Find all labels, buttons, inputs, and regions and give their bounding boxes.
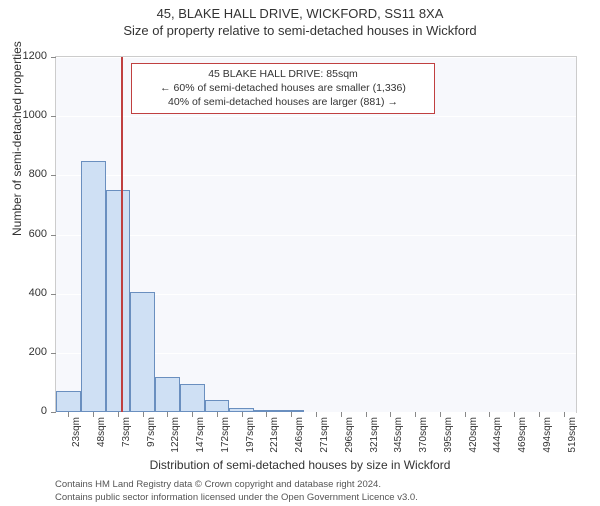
ytick-mark	[51, 294, 56, 295]
footer-line-1: Contains HM Land Registry data © Crown c…	[55, 479, 418, 491]
xtick-mark	[366, 412, 367, 417]
footer-line-2: Contains public sector information licen…	[55, 492, 418, 504]
gridline	[56, 235, 576, 236]
xtick-label: 494sqm	[542, 417, 553, 453]
xtick-label: 296sqm	[344, 417, 355, 453]
xtick-label: 370sqm	[418, 417, 429, 453]
histogram-bar	[130, 292, 155, 412]
xtick-label: 97sqm	[146, 417, 157, 447]
ytick-mark	[51, 412, 56, 413]
xtick-label: 221sqm	[269, 417, 280, 453]
ytick-label: 800	[7, 168, 47, 180]
xtick-mark	[316, 412, 317, 417]
x-axis-label: Distribution of semi-detached houses by …	[0, 458, 600, 472]
ytick-mark	[51, 235, 56, 236]
chart-area: 23sqm48sqm73sqm97sqm122sqm147sqm172sqm19…	[55, 56, 575, 411]
xtick-mark	[68, 412, 69, 417]
xtick-mark	[143, 412, 144, 417]
gridline	[56, 57, 576, 58]
histogram-bar	[155, 377, 180, 413]
xtick-label: 469sqm	[517, 417, 528, 453]
xtick-label: 172sqm	[220, 417, 231, 453]
xtick-mark	[390, 412, 391, 417]
xtick-mark	[118, 412, 119, 417]
xtick-label: 519sqm	[567, 417, 578, 453]
ytick-label: 600	[7, 228, 47, 240]
annotation-line: 45 BLAKE HALL DRIVE: 85sqm	[138, 67, 428, 81]
xtick-mark	[514, 412, 515, 417]
xtick-mark	[93, 412, 94, 417]
ytick-label: 400	[7, 287, 47, 299]
annotation-line: ← 60% of semi-detached houses are smalle…	[138, 81, 428, 95]
histogram-bar	[106, 190, 131, 412]
annotation-line: 40% of semi-detached houses are larger (…	[138, 95, 428, 109]
xtick-mark	[489, 412, 490, 417]
chart-title-sub: Size of property relative to semi-detach…	[0, 23, 600, 38]
xtick-mark	[564, 412, 565, 417]
gridline	[56, 116, 576, 117]
xtick-label: 23sqm	[71, 417, 82, 447]
xtick-mark	[415, 412, 416, 417]
xtick-label: 147sqm	[195, 417, 206, 453]
xtick-mark	[341, 412, 342, 417]
xtick-mark	[440, 412, 441, 417]
xtick-label: 48sqm	[96, 417, 107, 447]
ytick-mark	[51, 116, 56, 117]
histogram-bar	[180, 384, 205, 412]
xtick-label: 395sqm	[443, 417, 454, 453]
xtick-label: 271sqm	[319, 417, 330, 453]
ytick-mark	[51, 353, 56, 354]
ytick-label: 0	[7, 405, 47, 417]
xtick-mark	[266, 412, 267, 417]
y-axis-label: Number of semi-detached properties	[10, 41, 24, 236]
property-annotation: 45 BLAKE HALL DRIVE: 85sqm← 60% of semi-…	[131, 63, 435, 114]
xtick-mark	[192, 412, 193, 417]
xtick-label: 73sqm	[121, 417, 132, 447]
ytick-label: 1200	[7, 50, 47, 62]
ytick-mark	[51, 57, 56, 58]
xtick-label: 321sqm	[369, 417, 380, 453]
histogram-bar	[205, 400, 230, 412]
footer-attribution: Contains HM Land Registry data © Crown c…	[55, 479, 418, 504]
xtick-mark	[242, 412, 243, 417]
xtick-label: 197sqm	[245, 417, 256, 453]
histogram-bar	[56, 391, 81, 412]
xtick-label: 345sqm	[393, 417, 404, 453]
xtick-label: 444sqm	[492, 417, 503, 453]
xtick-mark	[539, 412, 540, 417]
property-marker-line	[121, 57, 123, 412]
plot-area: 23sqm48sqm73sqm97sqm122sqm147sqm172sqm19…	[55, 56, 577, 413]
xtick-mark	[465, 412, 466, 417]
histogram-bar	[81, 161, 106, 412]
xtick-label: 122sqm	[170, 417, 181, 453]
gridline	[56, 175, 576, 176]
xtick-label: 246sqm	[294, 417, 305, 453]
ytick-label: 200	[7, 346, 47, 358]
xtick-label: 420sqm	[468, 417, 479, 453]
ytick-label: 1000	[7, 109, 47, 121]
xtick-mark	[291, 412, 292, 417]
xtick-mark	[167, 412, 168, 417]
chart-title-main: 45, BLAKE HALL DRIVE, WICKFORD, SS11 8XA	[0, 6, 600, 21]
xtick-mark	[217, 412, 218, 417]
ytick-mark	[51, 175, 56, 176]
